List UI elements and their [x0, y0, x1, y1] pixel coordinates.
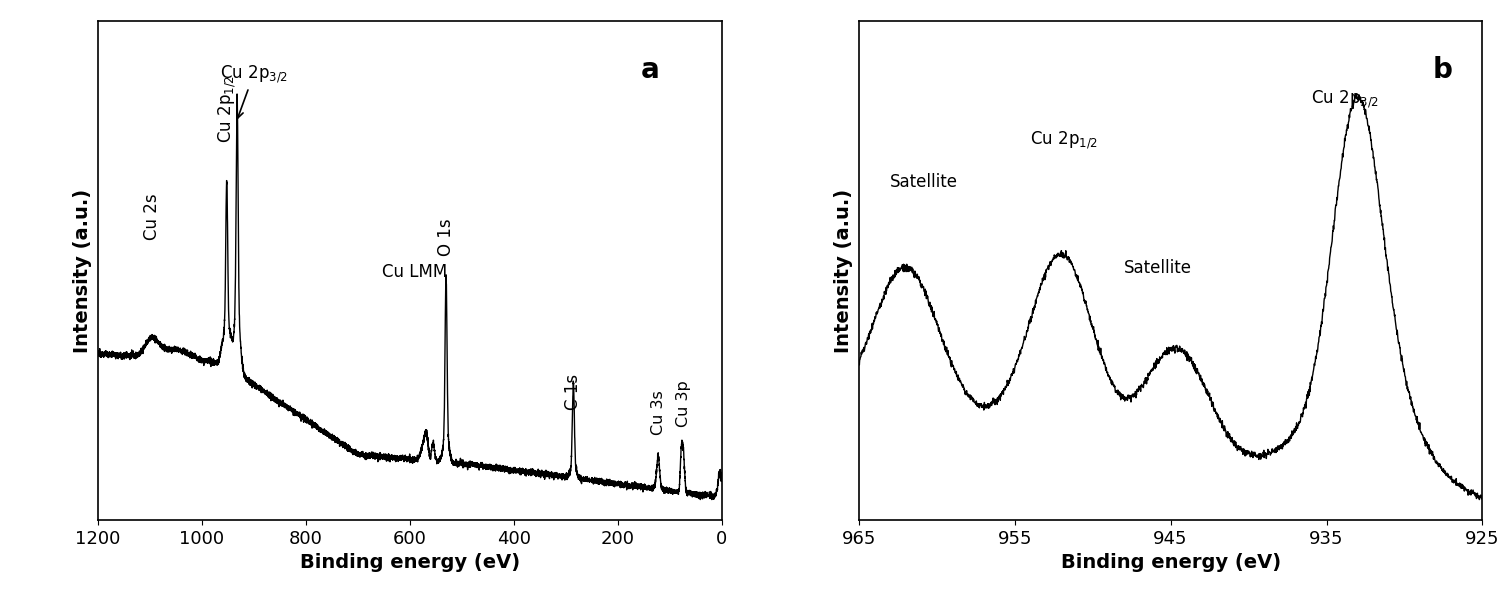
Text: Cu 2p$_{3/2}$: Cu 2p$_{3/2}$ — [1311, 89, 1379, 110]
Text: Cu 3s: Cu 3s — [650, 390, 665, 435]
Text: Cu 2p$_{1/2}$: Cu 2p$_{1/2}$ — [215, 75, 238, 142]
Text: C 1s: C 1s — [564, 374, 582, 410]
Text: Cu 2p$_{3/2}$: Cu 2p$_{3/2}$ — [220, 63, 287, 118]
Text: b: b — [1433, 56, 1452, 84]
Text: Satellite: Satellite — [1124, 258, 1192, 276]
X-axis label: Binding energy (eV): Binding energy (eV) — [299, 553, 519, 572]
Text: O 1s: O 1s — [436, 219, 455, 256]
Text: Cu 2s: Cu 2s — [143, 194, 161, 240]
Y-axis label: Intensity (a.u.): Intensity (a.u.) — [834, 188, 853, 353]
Y-axis label: Intensity (a.u.): Intensity (a.u.) — [74, 188, 92, 353]
Text: Satellite: Satellite — [889, 173, 957, 191]
Text: Cu LMM: Cu LMM — [382, 263, 447, 281]
Text: a: a — [641, 56, 659, 84]
Text: Cu 2p$_{1/2}$: Cu 2p$_{1/2}$ — [1031, 129, 1099, 151]
X-axis label: Binding energy (eV): Binding energy (eV) — [1061, 553, 1281, 572]
Text: Cu 3p: Cu 3p — [676, 380, 691, 427]
